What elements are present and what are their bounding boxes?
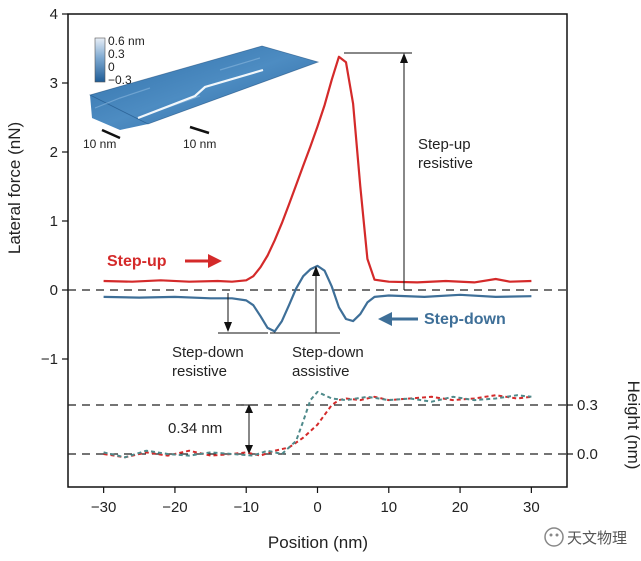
series-line-step-up [103, 55, 532, 284]
afm-inset: 0.6 nm 0.3 0 −0.3 10 nm 10 nm [83, 34, 320, 151]
step-height-marker [241, 404, 258, 454]
series-line-height-step-down [103, 390, 532, 459]
annotation-step-height: 0.34 nm [168, 420, 222, 437]
step-down-assistive-marker [270, 266, 340, 334]
step-down-resistive-marker [218, 293, 268, 334]
y-axis-title: Lateral force (nN) [5, 122, 24, 254]
watermark-text: 天文物理 [567, 530, 627, 547]
annotation-step-down-resistive-line1: Step-down [172, 344, 244, 361]
y2-tick-label: 0.0 [577, 446, 598, 463]
afm-scan-line [137, 68, 264, 120]
colorbar-label-bottom: −0.3 [108, 73, 132, 87]
legend-step-up-arrow [185, 254, 222, 268]
series-line-step-down [103, 264, 532, 333]
x-tick-label: 30 [523, 499, 540, 516]
colorbar [94, 37, 106, 83]
legend-step-down-arrow [378, 312, 418, 326]
x-tick-label: 10 [380, 499, 397, 516]
scale-bar-1 [101, 128, 121, 140]
watermark: 天文物理 [544, 527, 627, 547]
y-tick-label: 2 [50, 144, 58, 161]
annotation-step-down-assistive-line2: assistive [292, 363, 350, 380]
scale-bar-2 [189, 125, 210, 135]
colorbar-label-top: 0.6 nm [108, 34, 145, 48]
x-tick-label: 0 [313, 499, 321, 516]
colorbar-label-3: 0 [108, 60, 115, 74]
x-tick-label: −20 [162, 499, 187, 516]
y-tick-label: −1 [41, 351, 58, 368]
colorbar-label-2: 0.3 [108, 47, 125, 61]
y2-axis-title: Height (nm) [624, 381, 641, 470]
x-axis-title: Position (nm) [268, 533, 368, 552]
annotation-step-up-line2: resistive [418, 155, 473, 172]
y-tick-label: 1 [50, 213, 58, 230]
annotation-step-down-resistive-line2: resistive [172, 363, 227, 380]
scale-bar-1-label: 10 nm [83, 137, 116, 151]
annotation-step-down-assistive-line1: Step-down [292, 344, 364, 361]
y-tick-label: 3 [50, 75, 58, 92]
x-tick-label: −10 [233, 499, 258, 516]
y-tick-label: 4 [50, 6, 58, 23]
series-layer [103, 55, 532, 459]
scale-bar-2-label: 10 nm [183, 137, 216, 151]
annotation-step-up-line1: Step-up [418, 136, 471, 153]
x-tick-label: −30 [91, 499, 116, 516]
step-up-resistive-marker [344, 52, 412, 290]
legend-step-up: Step-up [107, 253, 167, 270]
y-tick-label: 0 [50, 282, 58, 299]
x-tick-label: 20 [452, 499, 469, 516]
legend-step-down: Step-down [424, 311, 506, 328]
y2-tick-label: 0.3 [577, 397, 598, 414]
